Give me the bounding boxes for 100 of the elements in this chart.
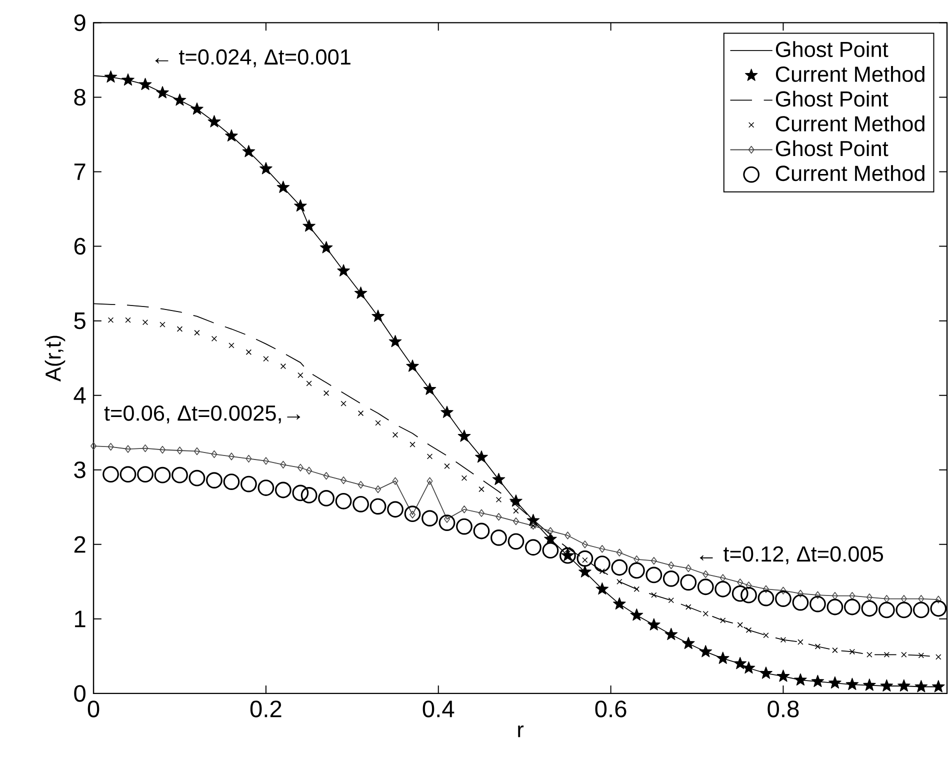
point [320,241,333,254]
point [228,452,234,461]
point [936,654,942,660]
point [392,477,398,486]
point [699,645,712,658]
point [918,595,924,603]
annotation: t=0.06, Δt=0.0025,→ [104,406,300,424]
point [478,486,484,492]
point [156,86,169,98]
point [358,481,364,489]
y-tick-label: 5 [74,312,86,330]
point [318,490,334,507]
point [792,594,809,611]
point [702,611,708,617]
y-tick-label: 7 [74,164,86,180]
point [280,461,286,469]
point [686,604,692,610]
point [664,628,678,640]
point [826,599,844,616]
point [444,464,450,470]
point [734,657,747,670]
point [206,472,222,489]
point [861,600,878,617]
point [611,560,628,576]
point [496,497,502,503]
y-tick-label: 6 [74,238,86,255]
annotation: ← t=0.12, Δt=0.005 [700,546,884,564]
point [258,480,274,496]
point [846,678,859,690]
point [323,390,330,396]
point [154,467,171,484]
point [335,493,352,510]
point [794,674,807,686]
point [746,582,752,590]
point [878,602,895,618]
point [372,310,384,322]
point [599,545,606,553]
point [125,317,131,324]
x-tick-label: 0.8 [768,700,799,718]
point [599,568,606,574]
legend-label: Current Method [776,66,924,82]
point [426,477,433,486]
point [173,94,186,106]
point [912,602,930,618]
point [160,322,166,328]
point [810,596,826,612]
point [914,680,928,692]
point [564,532,571,540]
y-tick-label: 2 [74,536,86,553]
point [300,487,318,504]
point [142,320,148,326]
point [680,574,697,591]
point [142,444,148,452]
point [737,622,743,628]
legend-label: Current Method [776,116,924,132]
point [746,628,752,634]
point [740,587,757,604]
y-tick-label: 9 [74,14,86,32]
point [646,566,662,584]
point [896,602,912,618]
point [496,513,502,521]
point [797,590,804,598]
point [650,557,657,565]
point [375,420,381,426]
point [651,592,657,598]
point [716,652,730,664]
point [662,570,680,588]
y-tick-label: 3 [74,462,86,479]
point [866,594,872,602]
point [832,648,838,654]
point [104,70,118,83]
point [594,556,610,572]
point [410,442,416,448]
point [702,570,709,578]
point [478,509,484,518]
point [292,485,309,502]
point [242,145,256,158]
point [225,130,238,142]
legend-label: Current Method [776,165,924,182]
point [513,508,519,514]
point [294,200,307,212]
point [260,162,272,175]
point [634,586,640,592]
point [630,608,644,621]
point [510,494,522,507]
point [387,501,404,518]
point [880,680,894,692]
point [176,326,183,332]
point [426,454,433,460]
point [758,590,774,606]
point [306,467,312,475]
point [223,474,240,490]
point [280,364,286,370]
point [814,644,821,650]
point [194,330,200,336]
point [302,220,316,232]
legend-label: Ghost Point [776,90,888,107]
point [582,540,588,548]
point [697,578,714,596]
x-tick-label: 0.4 [422,700,454,718]
